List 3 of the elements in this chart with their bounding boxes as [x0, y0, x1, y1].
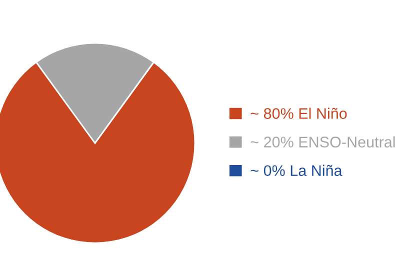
legend-label: ~ 0% La Niña: [250, 164, 342, 176]
legend-label: ~ 80% El Niño: [250, 108, 347, 119]
legend-label: ~ 20% ENSO-Neutral: [250, 136, 395, 148]
